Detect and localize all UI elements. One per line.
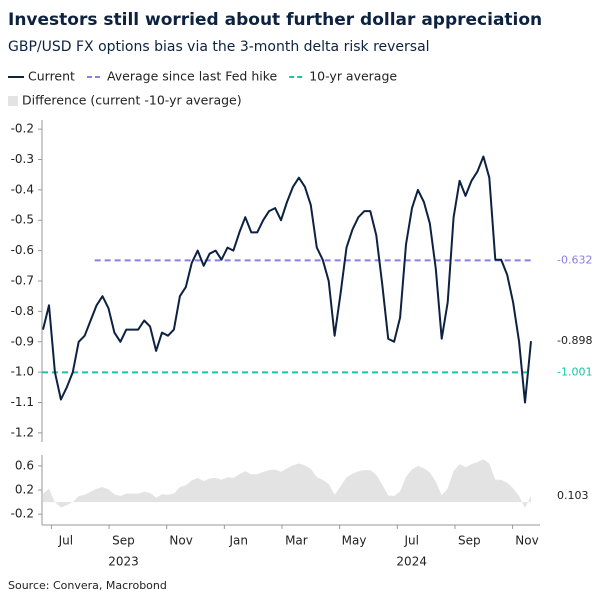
x-tick-label: Jan (229, 534, 249, 548)
y-tick-label: 0.2 (15, 483, 34, 497)
reference-label: -0.632 (557, 253, 592, 266)
y-tick-label: -1.1 (11, 395, 34, 409)
legend-label: 10-yr average (309, 69, 397, 84)
year-label: 2024 (396, 555, 427, 569)
y-tick-label: -0.3 (11, 152, 34, 166)
legend-label: Difference (current -10-yr average) (22, 93, 242, 108)
difference-area (43, 459, 531, 509)
year-label: 2023 (108, 555, 139, 569)
legend-swatch (8, 96, 18, 106)
x-tick-label: Jul (58, 534, 73, 548)
x-tick-label: Mar (285, 534, 308, 548)
chart-title: Investors still worried about further do… (8, 10, 542, 30)
y-tick-label: -0.6 (11, 243, 34, 257)
y-tick-label: -0.4 (11, 182, 34, 196)
x-tick-label: Jul (403, 534, 418, 548)
series-end-label: -0.898 (557, 334, 592, 347)
y-tick-label: -0.7 (11, 274, 34, 288)
x-tick-label: May (342, 534, 367, 548)
x-tick-label: Sep (112, 534, 135, 548)
series-line (42, 155, 532, 404)
x-tick-label: Nov (515, 534, 538, 548)
y-tick-label: -0.2 (11, 507, 34, 521)
y-tick-label: -0.2 (11, 122, 34, 136)
reference-label: -1.001 (557, 365, 592, 378)
difference-end-label: 0.103 (557, 489, 589, 502)
y-tick-label: -1.2 (11, 425, 34, 439)
y-tick-label: -0.9 (11, 334, 34, 348)
x-tick-label: Nov (169, 534, 192, 548)
y-tick-label: -0.5 (11, 213, 34, 227)
y-tick-label: 0.6 (15, 458, 34, 472)
source: Source: Convera, Macrobond (8, 579, 167, 592)
y-tick-label: -1.0 (11, 365, 34, 379)
x-tick-label: Sep (458, 534, 481, 548)
legend-label: Average since last Fed hike (107, 69, 278, 84)
y-tick-label: -0.8 (11, 304, 34, 318)
legend-label: Current (28, 69, 75, 84)
chart-subtitle: GBP/USD FX options bias via the 3-month … (8, 39, 430, 55)
